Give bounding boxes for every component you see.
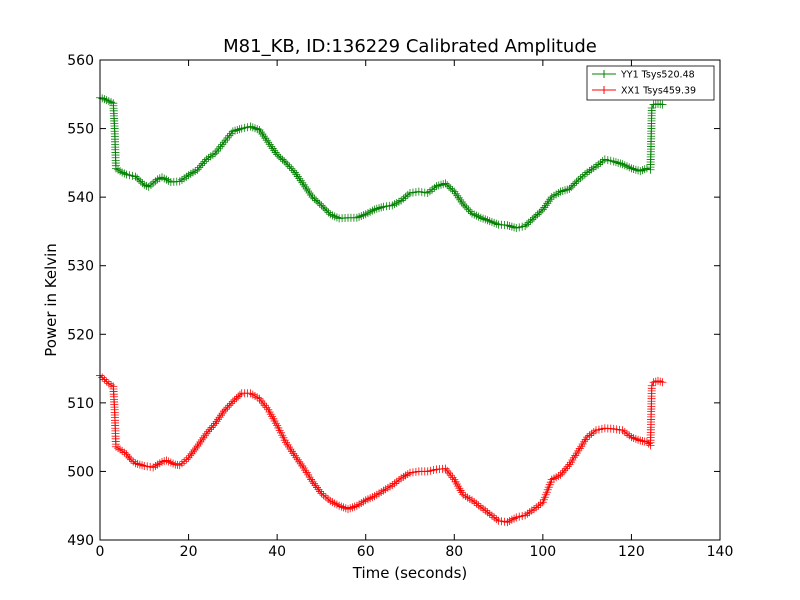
- x-tick-label: 80: [445, 544, 463, 560]
- chart-title: M81_KB, ID:136229 Calibrated Amplitude: [223, 36, 597, 57]
- x-tick-label: 60: [357, 544, 375, 560]
- y-tick-label: 550: [67, 122, 94, 138]
- legend-label: YY1 Tsys520.48: [620, 70, 695, 81]
- x-tick-label: 0: [96, 544, 105, 560]
- y-tick-label: 490: [67, 533, 94, 549]
- legend-label: XX1 Tsys459.39: [621, 86, 696, 97]
- y-tick-label: 500: [67, 464, 94, 480]
- y-tick-label: 510: [67, 396, 94, 412]
- y-tick-label: 520: [67, 327, 94, 343]
- legend: YY1 Tsys520.48 XX1 Tsys459.39: [586, 65, 715, 101]
- legend-marker: [600, 70, 608, 78]
- y-axis-label: Power in Kelvin: [42, 243, 60, 357]
- x-tick-label: 140: [707, 544, 734, 560]
- legend-marker: [600, 86, 608, 94]
- axis-ticks: 0 20 40 60 80 100 120 140 490 500 510 520 530 540 550 5…: [67, 53, 733, 560]
- x-axis-label: Time (seconds): [352, 564, 468, 582]
- x-tick-label: 20: [180, 544, 198, 560]
- plot-area: [96, 93, 667, 527]
- y-tick-label: 540: [67, 190, 94, 206]
- x-tick-label: 100: [529, 544, 556, 560]
- x-tick-label: 120: [618, 544, 645, 560]
- y-tick-label: 530: [67, 259, 94, 275]
- y-tick-label: 560: [67, 53, 94, 69]
- legend-box: [586, 65, 715, 101]
- x-tick-label: 40: [268, 544, 286, 560]
- series-1: [96, 371, 667, 527]
- plot-frame: [99, 59, 721, 541]
